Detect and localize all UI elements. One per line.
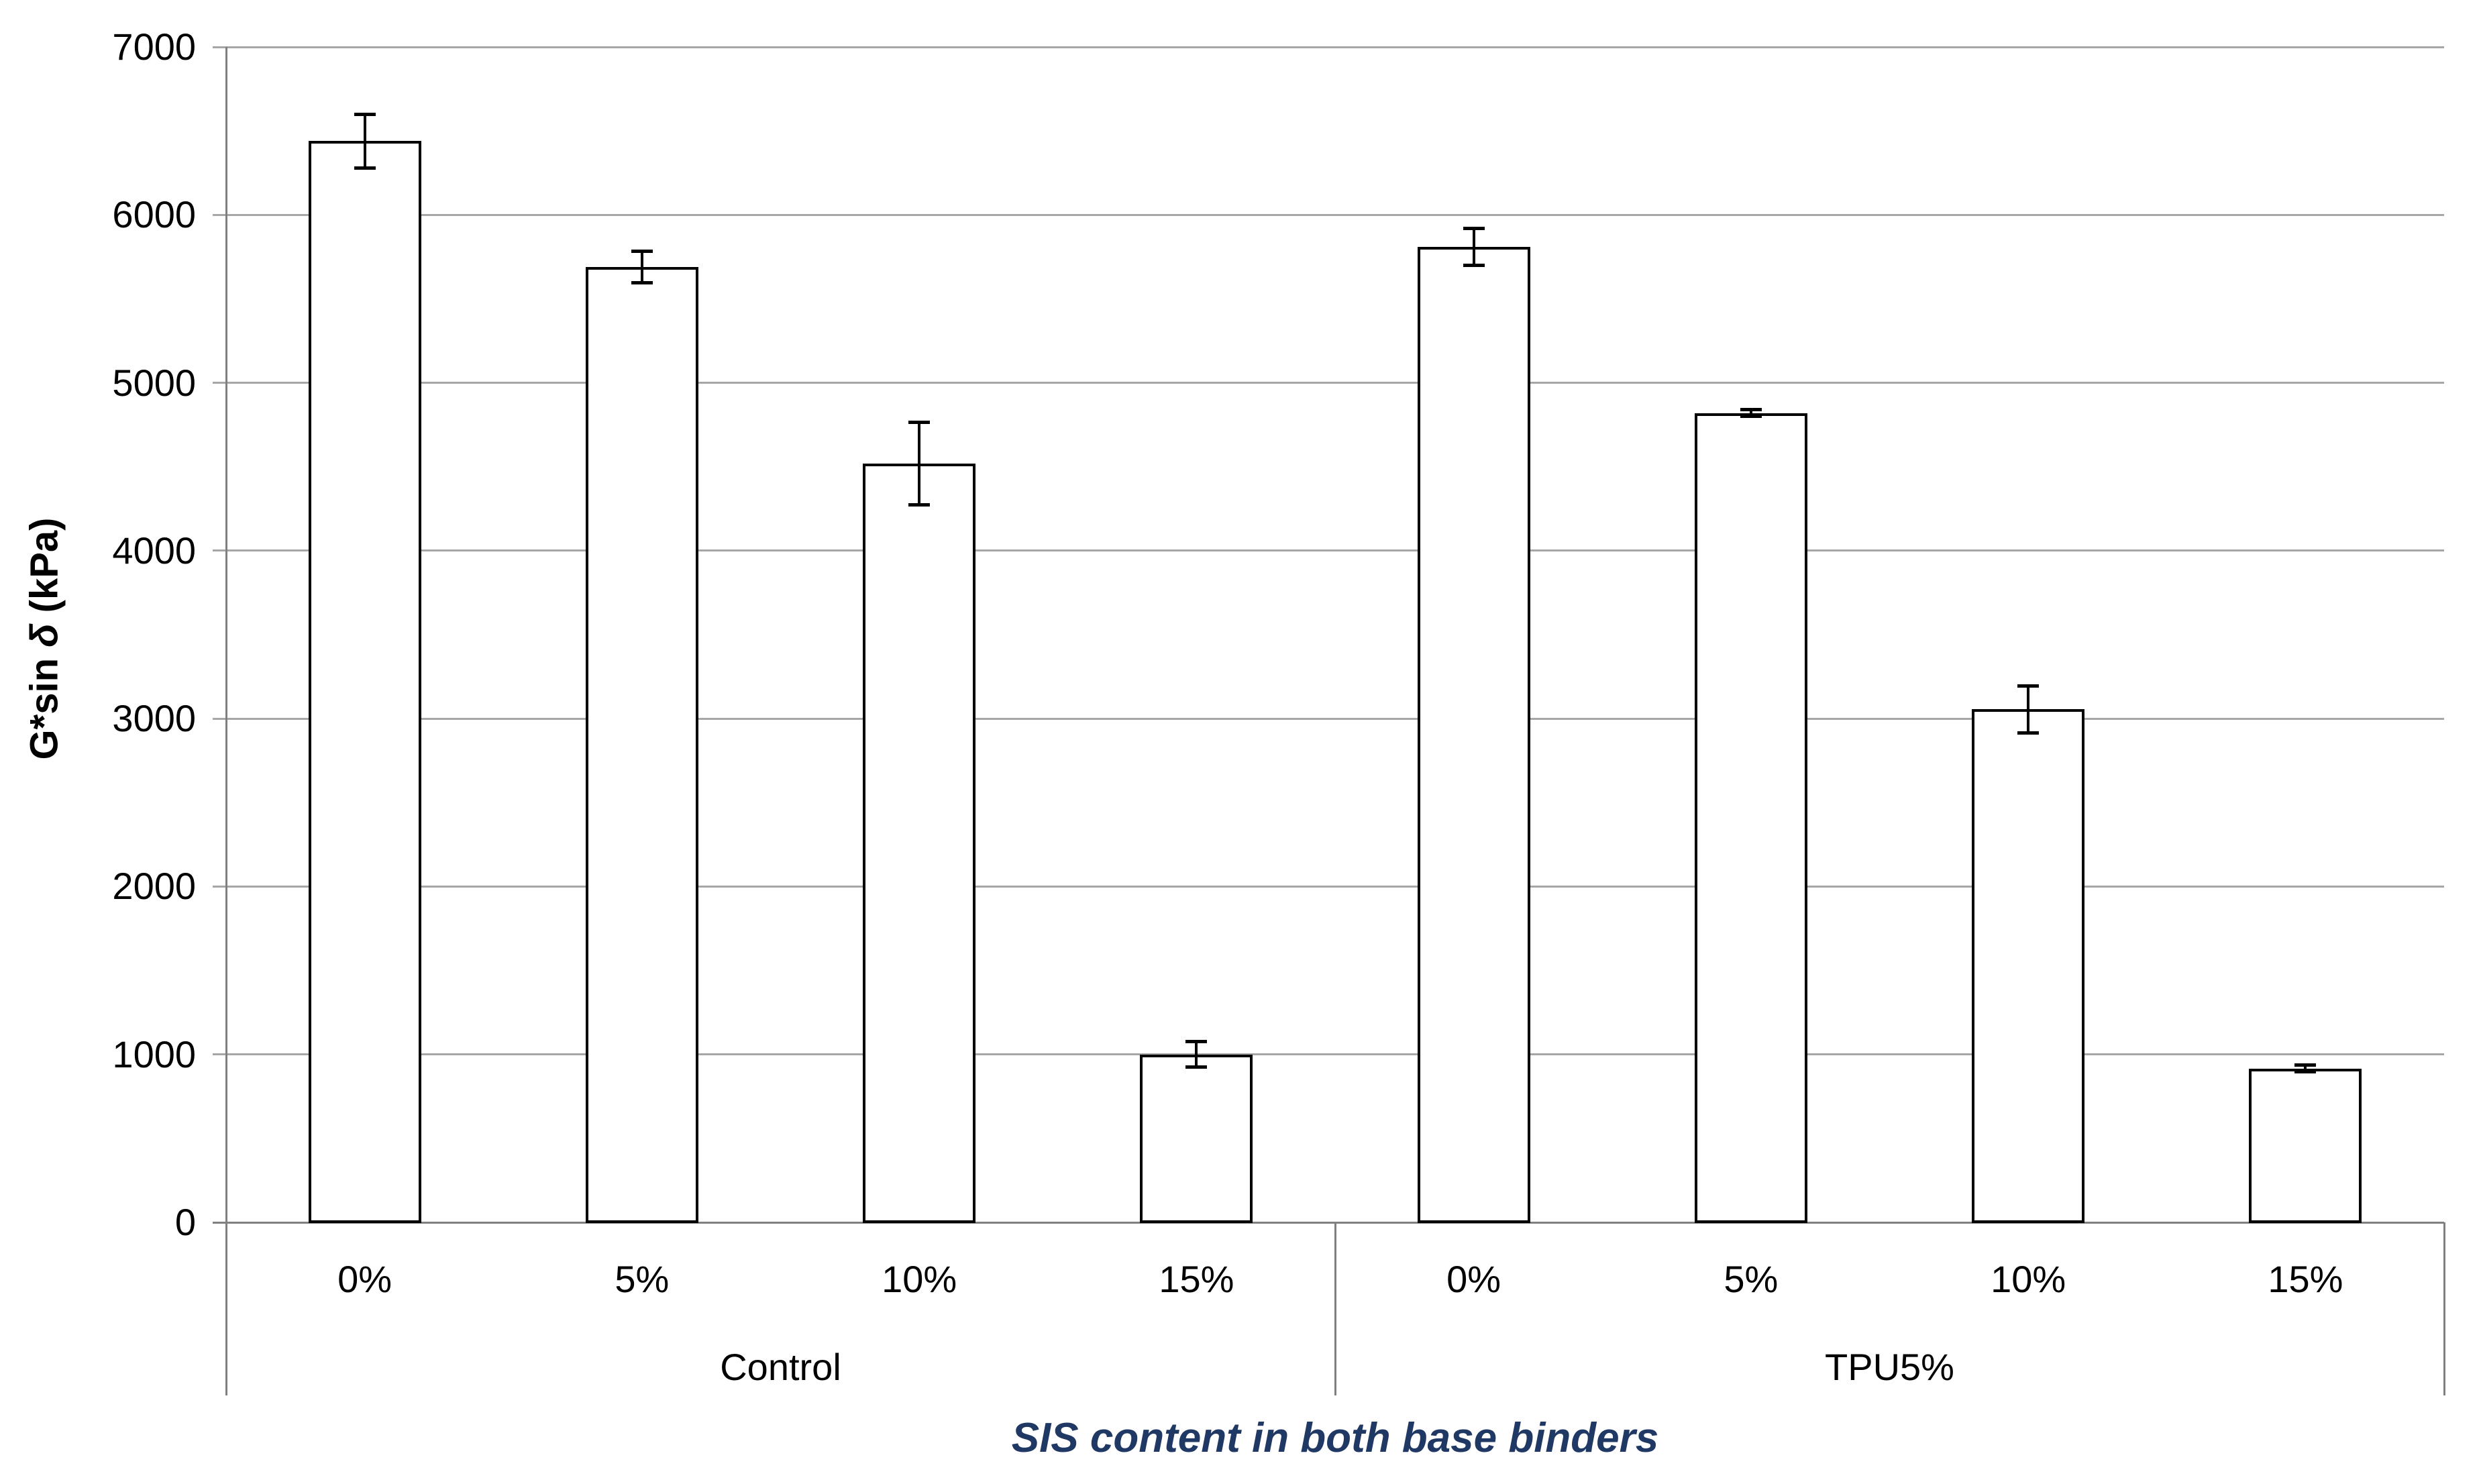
y-tick-label: 6000	[112, 193, 196, 236]
error-bar-line	[918, 422, 921, 505]
error-bar-cap	[1185, 1040, 1208, 1044]
bar	[1417, 246, 1530, 1224]
group-separator-line	[2443, 1222, 2445, 1395]
y-tick-label: 0	[174, 1201, 196, 1243]
gridline	[213, 213, 2444, 216]
error-bar-line	[1195, 1041, 1198, 1067]
error-bar-line	[363, 114, 366, 168]
bar	[585, 266, 698, 1224]
y-tick-label: 5000	[112, 361, 196, 404]
error-bar-line	[1749, 409, 1752, 417]
category-label: 0%	[1446, 1258, 1501, 1300]
error-bar-cap	[908, 502, 931, 507]
y-axis-title-pre: G*sin	[22, 647, 66, 760]
y-axis-line	[225, 47, 227, 1395]
category-label: 15%	[1159, 1258, 1234, 1300]
error-bar-cap	[2017, 731, 2040, 735]
group-label: Control	[720, 1346, 841, 1388]
bar	[1140, 1054, 1253, 1224]
bar	[1694, 413, 1807, 1224]
error-bar-cap	[2294, 1070, 2317, 1074]
error-bar-line	[1472, 228, 1475, 266]
y-tick-label: 3000	[112, 697, 196, 740]
y-tick-label: 2000	[112, 865, 196, 908]
y-axis-title-post: (kPa)	[22, 517, 66, 624]
error-bar-cap	[1740, 415, 1762, 419]
error-bar-cap	[354, 112, 376, 116]
y-axis-title-delta: δ	[22, 623, 66, 647]
gridline	[213, 885, 2444, 888]
group-label: TPU5%	[1825, 1346, 1954, 1388]
error-bar-cap	[354, 166, 376, 170]
category-label: 15%	[2268, 1258, 2343, 1300]
error-bar-cap	[1463, 226, 1485, 230]
category-label: 5%	[1724, 1258, 1779, 1300]
error-bar-line	[640, 251, 643, 283]
error-bar-cap	[631, 281, 653, 285]
error-bar-cap	[2017, 684, 2040, 688]
gridline	[213, 1053, 2444, 1056]
category-label: 10%	[1991, 1258, 2066, 1300]
gridline	[213, 717, 2444, 720]
error-bar-cap	[1185, 1065, 1208, 1069]
error-bar-line	[2304, 1065, 2307, 1072]
category-label: 0%	[337, 1258, 392, 1300]
category-label: 5%	[615, 1258, 670, 1300]
error-bar-cap	[2294, 1063, 2317, 1067]
y-tick-label: 1000	[112, 1032, 196, 1075]
x-axis-line	[213, 1221, 2444, 1224]
x-axis-title: SIS content in both base binders	[1011, 1415, 1659, 1461]
gridline	[213, 46, 2444, 48]
y-axis-title: G*sin δ (kPa)	[22, 518, 67, 760]
bar	[308, 141, 421, 1224]
error-bar-cap	[1740, 408, 1762, 412]
error-bar-cap	[908, 420, 931, 424]
error-bar-line	[2027, 686, 2030, 733]
gridline	[213, 549, 2444, 552]
bar	[2249, 1068, 2362, 1224]
error-bar-cap	[631, 249, 653, 253]
group-separator-line	[1334, 1222, 1336, 1395]
category-label: 10%	[882, 1258, 957, 1300]
bar	[863, 463, 976, 1224]
y-tick-label: 7000	[112, 25, 196, 68]
error-bar-cap	[1463, 263, 1485, 267]
y-tick-label: 4000	[112, 529, 196, 572]
gridline	[213, 382, 2444, 384]
bar	[1972, 709, 2085, 1224]
